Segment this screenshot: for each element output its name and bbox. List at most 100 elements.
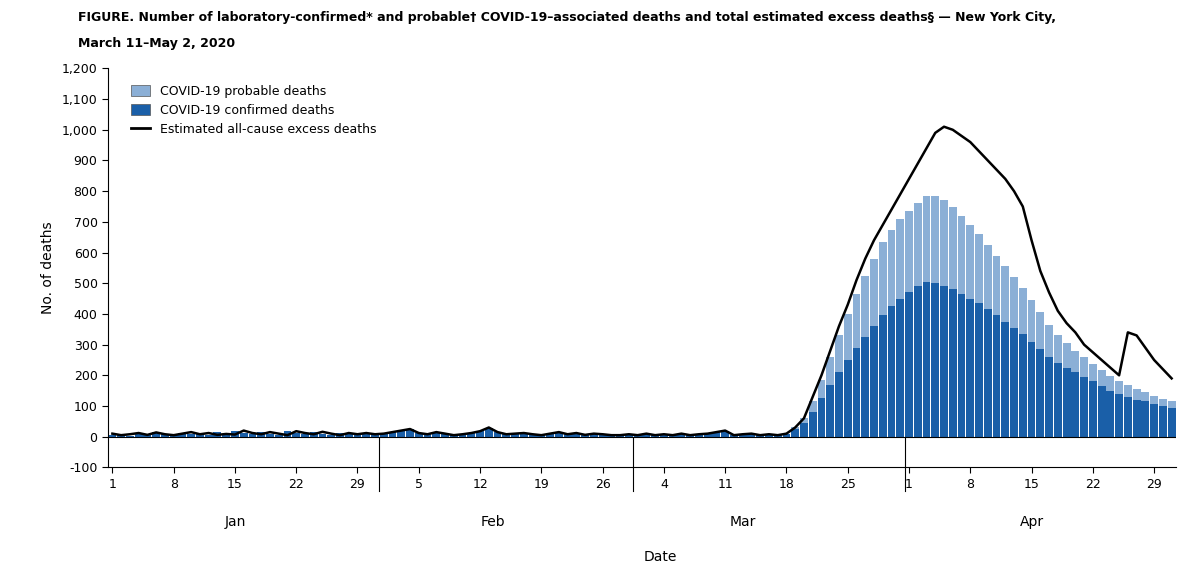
Bar [126, 436, 134, 437]
Bar [240, 433, 247, 437]
Bar [1001, 266, 1009, 321]
Bar [476, 431, 484, 437]
Bar [713, 432, 720, 437]
Bar [931, 283, 940, 437]
Bar [1010, 277, 1018, 328]
Bar [1088, 364, 1097, 381]
Bar [283, 431, 292, 437]
Bar [371, 433, 379, 437]
Bar [914, 203, 922, 286]
Bar [940, 201, 948, 286]
Bar [835, 335, 842, 372]
Bar [1063, 343, 1070, 368]
Bar [791, 428, 799, 429]
Text: FIGURE. Number of laboratory-confirmed* and probable† COVID-19–associated deaths: FIGURE. Number of laboratory-confirmed* … [78, 11, 1056, 25]
Bar [695, 434, 703, 437]
Bar [196, 434, 204, 437]
Bar [1080, 377, 1088, 437]
Bar [169, 435, 178, 437]
Bar [179, 433, 186, 437]
Bar [214, 432, 221, 437]
Bar [958, 215, 966, 294]
Text: Apr: Apr [1020, 515, 1044, 530]
Bar [756, 435, 764, 437]
Bar [397, 430, 406, 437]
Bar [774, 435, 781, 437]
Bar [844, 314, 852, 360]
Bar [678, 434, 685, 437]
Bar [1072, 351, 1079, 372]
Bar [1133, 400, 1140, 437]
Bar [870, 326, 878, 437]
Bar [554, 432, 563, 437]
Bar [976, 234, 983, 303]
Bar [1045, 325, 1054, 357]
Bar [222, 434, 230, 437]
Bar [354, 434, 361, 437]
Bar [1168, 408, 1176, 437]
Bar [1150, 405, 1158, 437]
Bar [144, 435, 151, 437]
Bar [634, 435, 642, 437]
Bar [328, 435, 335, 437]
Bar [739, 434, 746, 437]
Legend: COVID-19 probable deaths, COVID-19 confirmed deaths, Estimated all-cause excess : COVID-19 probable deaths, COVID-19 confi… [125, 79, 383, 142]
Bar [844, 360, 852, 437]
Bar [406, 429, 414, 437]
Bar [336, 433, 344, 437]
Bar [1045, 357, 1054, 437]
Bar [118, 434, 125, 437]
Bar [896, 299, 904, 437]
Bar [1168, 401, 1176, 408]
Bar [949, 206, 956, 290]
Bar [1088, 381, 1097, 437]
Bar [108, 435, 116, 437]
Bar [1001, 321, 1009, 437]
Bar [940, 286, 948, 437]
Bar [1010, 328, 1018, 437]
Bar [415, 433, 422, 437]
Bar [538, 435, 545, 437]
Bar [134, 434, 143, 437]
Bar [599, 434, 606, 437]
Bar [1027, 300, 1036, 341]
Bar [1063, 368, 1070, 437]
Bar [301, 434, 308, 437]
Bar [870, 259, 878, 326]
Bar [511, 434, 520, 437]
Bar [809, 412, 817, 437]
Bar [344, 434, 353, 437]
Bar [450, 435, 457, 437]
Y-axis label: No. of deaths: No. of deaths [41, 222, 55, 314]
Bar [703, 434, 712, 437]
Bar [1141, 392, 1150, 401]
Bar [642, 434, 650, 437]
Bar [992, 255, 1001, 315]
Bar [1072, 372, 1079, 437]
Bar [888, 306, 895, 437]
Bar [380, 434, 388, 437]
Bar [493, 432, 502, 437]
Bar [1098, 370, 1105, 386]
Bar [293, 433, 300, 437]
Bar [458, 434, 467, 437]
Bar [923, 196, 930, 282]
Bar [485, 428, 493, 437]
Text: Feb: Feb [481, 515, 505, 530]
Bar [572, 433, 581, 437]
Bar [529, 434, 536, 437]
Bar [275, 435, 283, 437]
Text: Date: Date [643, 550, 677, 564]
Bar [318, 434, 326, 437]
Bar [1019, 288, 1027, 334]
Bar [984, 310, 991, 437]
Bar [862, 337, 869, 437]
Bar [1159, 406, 1166, 437]
Bar [878, 242, 887, 315]
Bar [187, 434, 196, 437]
Bar [389, 432, 396, 437]
Bar [764, 434, 773, 437]
Bar [467, 433, 475, 437]
Bar [827, 357, 834, 385]
Bar [1159, 398, 1166, 406]
